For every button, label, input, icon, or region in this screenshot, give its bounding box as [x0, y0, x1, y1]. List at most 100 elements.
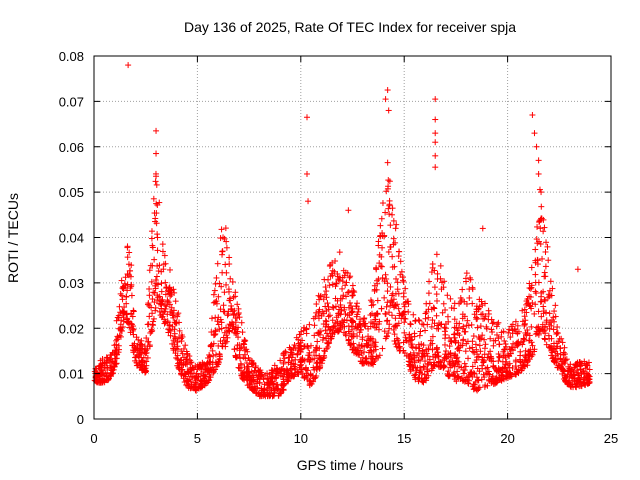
data-point [412, 371, 419, 378]
data-point [227, 297, 234, 304]
data-point [481, 383, 488, 390]
data-point [307, 342, 314, 349]
data-point [277, 372, 284, 379]
data-point [210, 352, 217, 359]
data-point [425, 314, 432, 321]
data-point [460, 370, 467, 377]
data-point [275, 385, 282, 392]
data-point [363, 337, 370, 344]
data-point [502, 340, 509, 347]
data-point [139, 363, 146, 370]
data-point [539, 326, 546, 333]
data-point [381, 294, 388, 301]
data-point [460, 323, 467, 330]
data-point [481, 315, 488, 322]
data-point [488, 357, 495, 364]
data-point [382, 310, 389, 317]
data-point [484, 364, 491, 371]
data-point [521, 322, 528, 329]
data-point [526, 293, 533, 300]
data-point [159, 248, 166, 255]
data-point [153, 127, 160, 134]
data-point [111, 358, 118, 365]
data-point [148, 328, 155, 335]
data-point [226, 261, 233, 268]
data-point [472, 359, 479, 366]
data-point [325, 313, 332, 320]
data-point [488, 326, 495, 333]
data-point [469, 300, 476, 307]
data-point [554, 323, 561, 330]
data-point [381, 328, 388, 335]
data-point [465, 380, 472, 387]
data-point [314, 338, 321, 345]
data-point [424, 321, 431, 328]
data-point [178, 362, 185, 369]
data-point [531, 310, 538, 317]
data-point [519, 365, 526, 372]
data-point [163, 303, 170, 310]
data-point [315, 330, 322, 337]
data-point [342, 310, 349, 317]
data-point [395, 337, 402, 344]
data-point [182, 373, 189, 380]
data-point [232, 293, 239, 300]
data-point [548, 317, 555, 324]
data-point [297, 343, 304, 350]
data-point [229, 278, 236, 285]
data-point [432, 139, 439, 146]
data-point [170, 337, 177, 344]
axis-ticks [93, 55, 612, 420]
data-point [361, 321, 368, 328]
data-point [294, 369, 301, 376]
data-point [153, 273, 160, 280]
data-point [432, 116, 439, 123]
data-point [535, 308, 542, 315]
data-point [167, 293, 174, 300]
data-point [345, 328, 352, 335]
data-point [388, 297, 395, 304]
data-point [120, 285, 127, 292]
data-point [304, 114, 311, 121]
data-point [424, 368, 431, 375]
data-point [422, 327, 429, 334]
data-point [186, 383, 193, 390]
data-point [122, 274, 129, 281]
data-point [546, 344, 553, 351]
data-point [385, 107, 392, 114]
data-point [392, 302, 399, 309]
data-point [153, 280, 160, 287]
data-point [218, 319, 225, 326]
data-point [472, 341, 479, 348]
data-points [91, 62, 593, 400]
data-point [446, 358, 453, 365]
data-point [339, 274, 346, 281]
data-point [423, 374, 430, 381]
data-point [154, 247, 161, 254]
data-point [469, 363, 476, 370]
data-point [214, 318, 221, 325]
data-point [390, 241, 397, 248]
data-point [119, 296, 126, 303]
data-point [418, 341, 425, 348]
data-point [233, 330, 240, 337]
data-point [419, 378, 426, 385]
data-point [432, 351, 439, 358]
data-point [384, 288, 391, 295]
data-point [303, 370, 310, 377]
data-point [386, 321, 393, 328]
data-point [505, 352, 512, 359]
data-point [547, 278, 554, 285]
data-point [351, 289, 358, 296]
data-point [384, 317, 391, 324]
data-point [538, 189, 545, 196]
data-point [182, 342, 189, 349]
data-point [495, 335, 502, 342]
data-point [345, 323, 352, 330]
data-point [199, 377, 206, 384]
data-point [495, 358, 502, 365]
data-point [428, 361, 435, 368]
data-point [447, 295, 454, 302]
data-point [574, 372, 581, 379]
data-point [336, 326, 343, 333]
